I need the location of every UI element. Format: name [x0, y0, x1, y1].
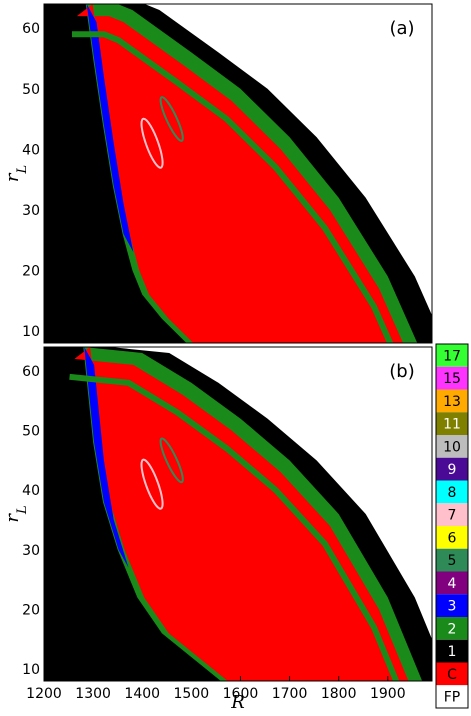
- colorbar-label: 13: [443, 394, 461, 410]
- colorbar-swatch: [436, 526, 468, 549]
- colorbar-label: 7: [448, 508, 457, 524]
- x-tick-label: 1600: [223, 686, 259, 702]
- island-period-7: [140, 117, 164, 169]
- panel-label: (a): [389, 18, 414, 39]
- colorbar-swatch: [436, 344, 468, 367]
- plot-frame: [43, 3, 433, 344]
- colorbar-frame: [435, 343, 469, 709]
- x-axis-label: R: [230, 692, 245, 713]
- colorbar-swatch: [436, 457, 468, 481]
- x-tick-label: 1700: [272, 686, 308, 702]
- y-tick-label: 50: [22, 82, 40, 98]
- region-period-3: [84, 347, 129, 568]
- colorbar-swatch: [436, 548, 468, 572]
- colorbar-swatch: [436, 480, 468, 504]
- x-tick-label: 1900: [370, 686, 406, 702]
- x-tick-label: 1400: [124, 686, 160, 702]
- stripe-period-2: [71, 31, 394, 343]
- x-tick-label: 1300: [75, 686, 111, 702]
- region-chaotic: [76, 4, 404, 343]
- x-tick-label: 1500: [174, 686, 210, 702]
- colorbar-label: 3: [448, 599, 457, 615]
- panel-b: 10 20 30 40 50 60 1200 1300 1400 1500 1600 1700 1800…: [2, 346, 433, 713]
- colorbar-swatch: [436, 685, 468, 708]
- y-tick-label: 10: [22, 324, 40, 340]
- colorbar-label: 17: [443, 348, 461, 364]
- y-tick-label: 50: [22, 424, 40, 440]
- colorbar-label: C: [447, 667, 457, 683]
- colorbar-swatch: [436, 389, 468, 413]
- colorbar-label: 6: [448, 530, 457, 546]
- colorbar-swatch: [436, 366, 468, 390]
- colorbar-label: 15: [443, 371, 461, 387]
- y-axis-label: rL: [2, 165, 30, 182]
- plot-frame: [43, 346, 433, 682]
- colorbar-label: 1: [448, 644, 457, 660]
- y-tick-label: 20: [22, 602, 40, 618]
- colorbar-label: 5: [448, 553, 457, 569]
- colorbar: 17 15 13 11 10 9 8 7 6 5 4 3 2 1 C FP: [435, 343, 469, 709]
- colorbar-swatch: [436, 571, 468, 595]
- colorbar-swatch: [436, 594, 468, 617]
- colorbar-label: 8: [448, 485, 457, 501]
- y-tick-label: 20: [22, 263, 40, 279]
- colorbar-swatch: [436, 662, 468, 686]
- panel-label: (b): [389, 361, 414, 382]
- colorbar-label: FP: [444, 690, 461, 706]
- colorbar-swatch: [436, 435, 468, 458]
- colorbar-label: 11: [443, 417, 461, 433]
- island-period-7: [140, 458, 164, 510]
- colorbar-swatch: [436, 503, 468, 526]
- y-tick-label: 30: [22, 203, 40, 219]
- island-period-5: [159, 437, 184, 484]
- colorbar-label: 9: [448, 462, 457, 478]
- panel-a: 10 20 30 40 50 60 (a) rL: [2, 3, 433, 344]
- colorbar-swatch: [436, 617, 468, 640]
- y-tick-label: 40: [22, 483, 40, 499]
- colorbar-swatch: [436, 412, 468, 435]
- colorbar-label: 10: [443, 439, 461, 455]
- y-tick-label: 60: [22, 21, 40, 37]
- x-tick-label: 1200: [26, 686, 62, 702]
- y-tick-label: 10: [22, 662, 40, 678]
- y-tick-label: 30: [22, 543, 40, 559]
- region-period-3: [86, 4, 134, 253]
- y-axis-label: rL: [2, 505, 30, 522]
- stripe-period-2: [69, 373, 400, 681]
- colorbar-swatch: [436, 639, 468, 663]
- colorbar-label: 4: [448, 576, 457, 592]
- island-period-5: [159, 96, 184, 142]
- y-tick-label: 40: [22, 142, 40, 158]
- region-chaotic: [74, 347, 409, 681]
- colorbar-label: 2: [448, 621, 457, 637]
- x-tick-label: 1800: [321, 686, 357, 702]
- y-tick-label: 60: [22, 364, 40, 380]
